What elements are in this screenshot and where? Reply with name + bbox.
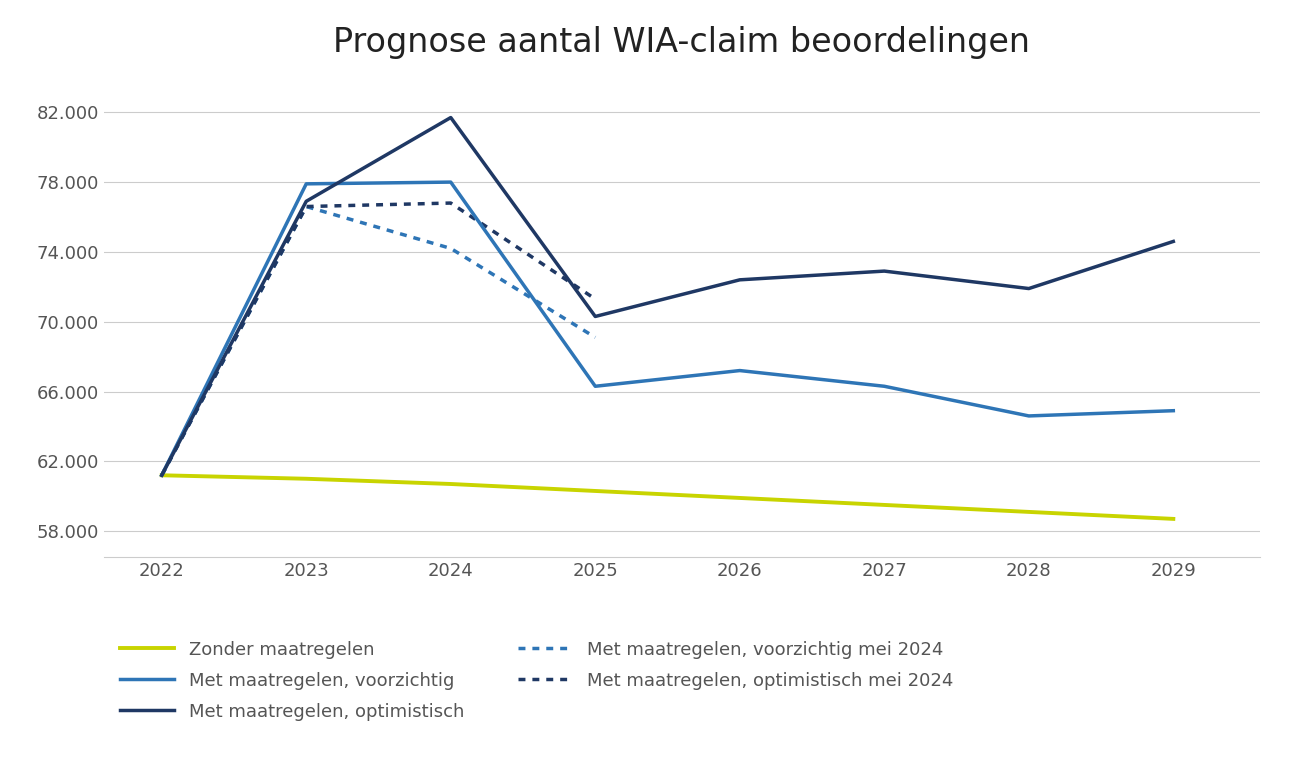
Title: Prognose aantal WIA-claim beoordelingen: Prognose aantal WIA-claim beoordelingen	[334, 26, 1030, 60]
Legend: Zonder maatregelen, Met maatregelen, voorzichtig, Met maatregelen, optimistisch,: Zonder maatregelen, Met maatregelen, voo…	[113, 633, 960, 728]
